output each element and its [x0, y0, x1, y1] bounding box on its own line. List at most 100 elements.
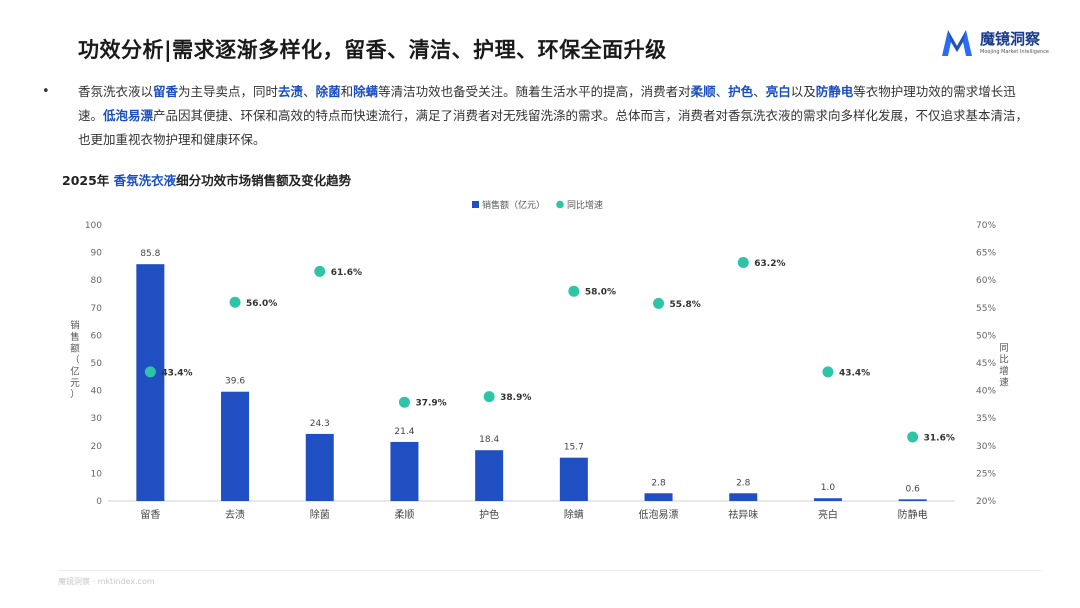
bar-value-label: 15.7 [564, 443, 584, 453]
y2-tick-label: 20% [976, 497, 996, 507]
chart-title-prefix: 2025年 [62, 173, 114, 188]
chart-title-suffix: 细分功效市场销售额及变化趋势 [176, 173, 352, 188]
y-tick-label: 100 [85, 221, 102, 231]
growth-point [907, 431, 919, 443]
growth-point [653, 297, 665, 309]
y2-tick-label: 65% [976, 249, 996, 259]
legend-bar-swatch [472, 201, 479, 208]
paragraph-text: 、 [753, 84, 766, 99]
growth-value-label: 43.4% [839, 368, 870, 378]
chart-title: 2025年 香氛洗衣液细分功效市场销售额及变化趋势 [62, 170, 351, 189]
category-label: 除菌 [310, 508, 330, 521]
bar [898, 499, 927, 501]
paragraph-text: 和 [340, 84, 354, 99]
growth-point [144, 366, 156, 378]
y2-axis-title: 同比增速 [999, 343, 1009, 389]
chart-axes: 0 10 20 30 40 50 60 70 80 90 100 20% 25% 30% 35% 40% 45%… [70, 221, 1009, 521]
bar-value-label: 1.0 [821, 483, 836, 493]
footer-divider [58, 570, 1042, 571]
highlight-keyword: 留香 [153, 84, 179, 99]
y-axis-title: 销售额（亿元） [70, 320, 80, 401]
paragraph-text: 以及 [790, 84, 816, 99]
bar-value-label: 18.4 [479, 435, 499, 445]
growth-point [483, 391, 495, 403]
paragraph-text: 等衣物护理功效的需求增长迅速。 [78, 84, 1016, 123]
y2-tick-label: 40% [976, 387, 996, 397]
growth-value-label: 31.6% [924, 433, 955, 443]
bar [136, 264, 165, 501]
category-label: 护色 [479, 508, 499, 521]
growth-value-label: 61.6% [331, 268, 362, 278]
logo-subtitle: Moojing Market Intelligence [980, 48, 1050, 55]
highlight-keyword: 护色 [728, 84, 754, 99]
growth-value-label: 38.9% [500, 393, 531, 403]
growth-point [737, 257, 749, 269]
legend-dot-swatch [556, 200, 564, 209]
category-label: 低泡易漂 [639, 508, 679, 521]
y2-tick-label: 35% [976, 414, 996, 424]
y-tick-label: 40 [91, 387, 103, 397]
paragraph-text: 、 [715, 84, 729, 99]
sales-growth-chart: 销售额（亿元） 同比增速 0 10 20 30 40 50 60 70 80 90 100 20% 25%… [70, 199, 1009, 521]
highlight-keyword: 除螨 [353, 84, 379, 99]
legend-bar-label: 销售额（亿元） [482, 199, 545, 211]
y-tick-label: 10 [91, 469, 103, 479]
bar-value-label: 2.8 [651, 478, 666, 488]
y2-tick-label: 70% [976, 221, 996, 231]
bar [390, 441, 419, 501]
paragraph-text: 等清洁功效也备受关注。随着生活水平的提高，消费者对 [378, 84, 691, 99]
bar [475, 450, 504, 501]
growth-series: 43.4% 56.0% 61.6% 37.9% 38.9% 58.0% 55.8% 63.2%… [144, 257, 955, 443]
y2-tick-label: 50% [976, 331, 996, 341]
category-label: 留香 [140, 508, 160, 521]
brand-logo: 魔镜洞察 Moojing Market Intelligence [940, 28, 1049, 58]
bar-series: 85.8 39.6 24.3 21.4 18.4 15.7 2.8 2.8 1.0 0.6 [136, 249, 927, 501]
bar [305, 433, 334, 501]
y-tick-label: 0 [96, 497, 102, 507]
footer-source: 魔镜洞察 · mktindex.com [58, 577, 155, 586]
paragraph-text: 产品因其便捷、环保和高效的特点而快速流行，满足了消费者对无残留洗涤的需求。总体而… [78, 108, 1029, 147]
y2-tick-label: 45% [976, 359, 996, 369]
bar [221, 391, 250, 501]
legend-dot-label: 同比增速 [567, 199, 603, 211]
highlight-keyword: 去渍 [278, 84, 304, 99]
bar-value-label: 21.4 [394, 427, 414, 437]
bullet-marker: • [42, 84, 50, 99]
growth-value-label: 43.4% [161, 368, 192, 378]
growth-value-label: 37.9% [415, 399, 446, 409]
logo-name: 魔镜洞察 [980, 29, 1041, 48]
bar-value-label: 85.8 [140, 249, 160, 259]
category-label: 除螨 [564, 508, 584, 521]
paragraph-text: 香氛洗衣液以 [78, 84, 154, 99]
growth-value-label: 63.2% [754, 259, 785, 269]
highlight-keyword: 防静电 [815, 84, 854, 99]
bar-value-label: 2.8 [736, 478, 751, 488]
highlight-keyword: 低泡易漂 [103, 108, 154, 123]
y2-tick-label: 25% [976, 469, 996, 479]
y-tick-label: 20 [91, 442, 103, 452]
growth-value-label: 55.8% [670, 300, 701, 310]
category-label: 祛异味 [728, 508, 758, 521]
category-label: 去渍 [225, 508, 245, 521]
y-tick-label: 80 [91, 276, 103, 286]
y-tick-label: 90 [91, 249, 103, 259]
category-label: 防静电 [898, 508, 928, 521]
bar [559, 457, 588, 501]
highlight-keyword: 柔顺 [690, 84, 716, 99]
growth-point [314, 265, 326, 277]
y2-tick-label: 60% [976, 276, 996, 286]
bar-value-label: 0.6 [905, 484, 920, 494]
bar [813, 498, 842, 501]
paragraph-text: 为主导卖点，同时 [178, 84, 279, 99]
growth-point [398, 396, 410, 408]
bar-value-label: 24.3 [310, 419, 330, 429]
page-title: 功效分析|需求逐渐多样化，留香、清洁、护理、环保全面升级 [78, 38, 667, 62]
category-label: 柔顺 [394, 509, 414, 521]
growth-value-label: 56.0% [246, 299, 277, 309]
chart-title-highlight: 香氛洗衣液 [113, 173, 177, 188]
growth-point [229, 296, 241, 308]
paragraph-text: 、 [303, 84, 316, 99]
bar-value-label: 39.6 [225, 377, 245, 387]
y2-tick-label: 55% [976, 304, 996, 314]
logo-m-icon [942, 30, 972, 56]
